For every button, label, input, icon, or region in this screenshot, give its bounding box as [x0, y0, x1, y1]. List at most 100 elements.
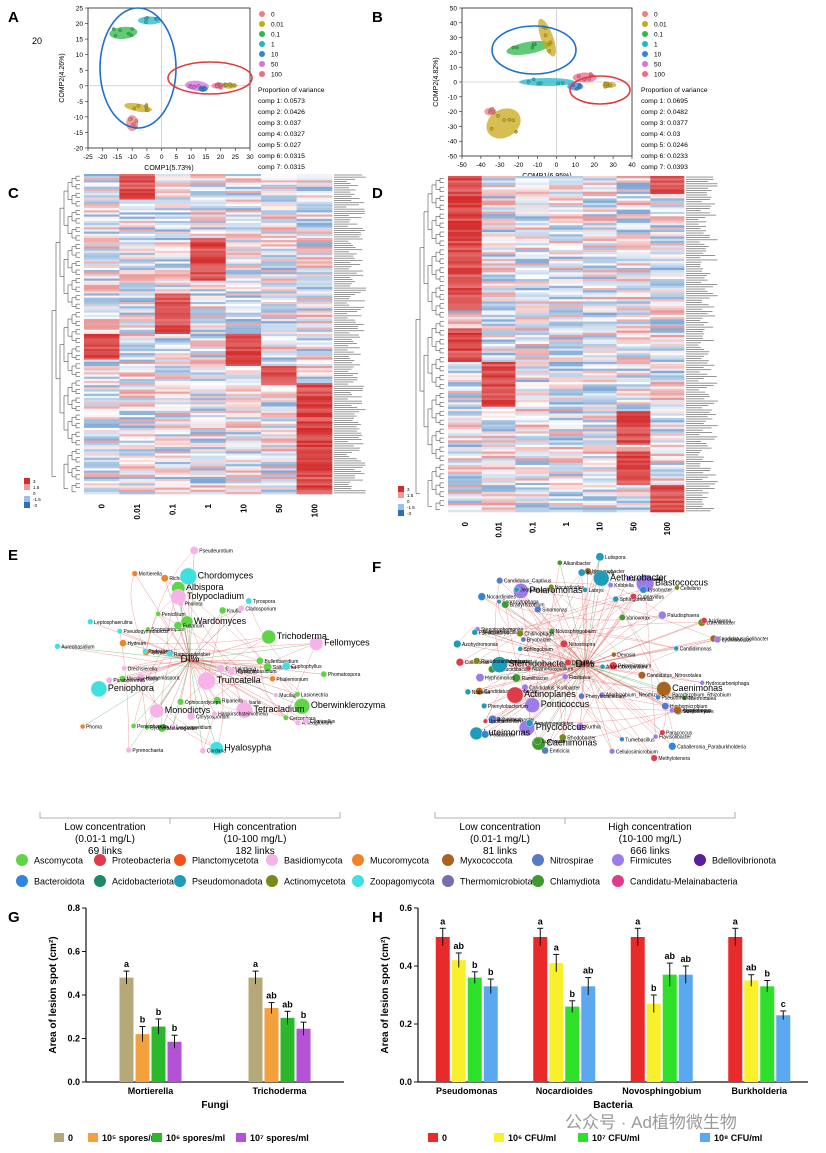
node-label: Isaria: [248, 700, 260, 706]
dendrogram-branch: [75, 192, 80, 198]
heat-cell: [582, 370, 617, 374]
heat-cell: [119, 299, 156, 303]
row-label-mark: [334, 445, 354, 447]
sample-point: [511, 118, 515, 123]
heat-cell: [448, 444, 482, 448]
heat-cell: [84, 470, 120, 473]
heat-cell: [261, 188, 297, 192]
heat-cell: [481, 279, 516, 282]
heat-cell: [481, 205, 516, 208]
heat-cell: [119, 240, 156, 243]
row-label-mark: [686, 434, 700, 436]
node-label: Rhodobacter: [567, 735, 596, 741]
heat-cell: [225, 402, 262, 405]
heat-cell: [616, 435, 651, 439]
heat-cell: [650, 274, 685, 278]
heat-cell: [448, 238, 482, 242]
heat-cell: [154, 282, 191, 286]
heat-cell: [616, 245, 651, 248]
dendrogram-branch: [71, 365, 76, 375]
heat-cell: [549, 498, 584, 502]
heat-cell: [582, 299, 617, 302]
heat-cell: [296, 188, 333, 192]
heat-cell: [582, 223, 617, 226]
row-label-mark: [334, 291, 361, 293]
heat-cell: [515, 435, 550, 439]
network-node: [155, 611, 161, 617]
heat-cell: [154, 206, 191, 209]
heat-cell: [84, 466, 120, 469]
heat-cell: [650, 292, 685, 296]
heat-cell: [190, 210, 226, 213]
heat-cell: [549, 440, 584, 443]
heat-cell: [154, 308, 191, 311]
scale-label: 1.5: [33, 485, 40, 490]
heat-cell: [119, 218, 156, 222]
heat-cell: [582, 214, 617, 217]
row-label-mark: [686, 391, 706, 393]
row-label-mark: [686, 286, 714, 288]
heat-cell: [515, 344, 550, 347]
heat-cell: [549, 292, 584, 296]
row-label-mark: [686, 510, 711, 512]
heat-cell: [650, 276, 685, 280]
heat-cell: [515, 388, 550, 392]
heat-cell: [119, 489, 156, 493]
heat-cell: [650, 348, 685, 352]
heat-cell: [225, 398, 262, 401]
sample-point: [511, 45, 516, 50]
heat-cell: [650, 503, 685, 506]
heat-cell: [225, 299, 262, 303]
legend-swatch: [700, 1133, 710, 1142]
row-label-mark: [686, 396, 710, 397]
network-node: [655, 694, 661, 700]
scale-label: -3: [33, 503, 37, 508]
network-edge: [169, 653, 191, 661]
heat-cell: [515, 379, 550, 383]
network-edge: [90, 621, 191, 661]
heat-cell: [549, 285, 584, 289]
heat-cell: [582, 305, 617, 309]
sample-point: [490, 107, 495, 111]
heat-cell: [582, 478, 617, 481]
heat-cell: [481, 285, 516, 289]
network-node: [169, 724, 176, 731]
network-node: [557, 560, 563, 566]
dendrogram-branch: [71, 331, 76, 341]
dendrogram-branch: [71, 399, 76, 409]
row-label-mark: [686, 389, 699, 391]
heat-cell: [616, 350, 651, 354]
scale-swatch: [24, 490, 30, 496]
heat-cell: [261, 321, 297, 324]
row-label-mark: [334, 373, 358, 374]
network-edge: [565, 676, 623, 740]
heat-cell: [481, 198, 516, 201]
heat-cell: [119, 476, 156, 480]
heat-cell: [582, 456, 617, 459]
heat-cell: [549, 366, 584, 369]
heat-cell: [154, 408, 191, 412]
heat-cell: [190, 342, 226, 345]
heat-cell: [515, 460, 550, 464]
heat-cell: [225, 310, 262, 313]
heat-cell: [225, 334, 262, 337]
heat-cell: [190, 176, 226, 179]
node-label: Brevundimonas: [676, 708, 711, 714]
heat-cell: [448, 281, 482, 284]
bar: [296, 1028, 311, 1082]
heat-cell: [190, 280, 226, 284]
heat-cell: [190, 184, 226, 188]
phylum-label: Planctomycetota: [192, 856, 259, 866]
heat-cell: [261, 182, 297, 185]
heat-cell: [296, 214, 333, 217]
heat-cell: [448, 491, 482, 495]
row-label-mark: [686, 483, 716, 485]
heat-cell: [582, 249, 617, 253]
heat-cell: [549, 458, 584, 461]
heat-cell: [296, 353, 333, 356]
heat-cell: [84, 423, 120, 427]
heat-cell: [225, 468, 262, 471]
row-label-mark: [686, 248, 706, 250]
heat-cell: [582, 375, 617, 378]
legend-marker: [259, 41, 265, 47]
